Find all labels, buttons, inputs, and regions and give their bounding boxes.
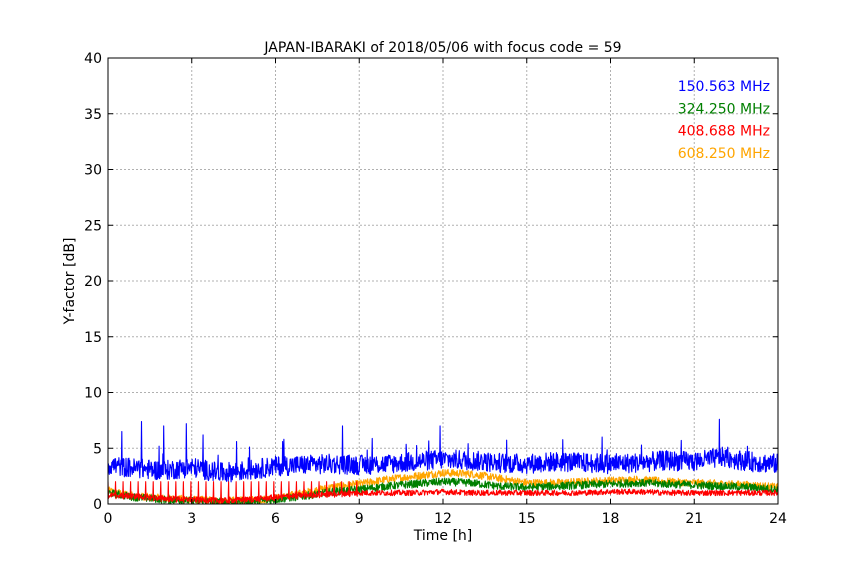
legend-entry: 408.688 MHz — [678, 124, 770, 140]
x-tick-label: 6 — [271, 511, 280, 527]
axis-ticks: 0 3 6 9 12 15 18 21 24 0 5 10 15 20 25 30 35 40 — [84, 51, 787, 527]
x-tick-label: 9 — [355, 511, 364, 527]
x-tick-label: 18 — [602, 511, 620, 527]
x-tick-label: 12 — [434, 511, 452, 527]
y-tick-label: 35 — [84, 107, 102, 123]
y-tick-label: 15 — [84, 330, 102, 346]
y-tick-label: 30 — [84, 163, 102, 179]
x-tick-label: 0 — [104, 511, 113, 527]
chart-title: JAPAN-IBARAKI of 2018/05/06 with focus c… — [263, 40, 621, 56]
x-tick-label: 3 — [187, 511, 196, 527]
legend-entry: 608.250 MHz — [678, 146, 770, 162]
x-tick-label: 15 — [518, 511, 536, 527]
y-tick-label: 40 — [84, 51, 102, 67]
y-tick-label: 20 — [84, 274, 102, 290]
x-tick-label: 24 — [769, 511, 787, 527]
plot-data — [108, 418, 778, 504]
x-tick-label: 21 — [685, 511, 703, 527]
y-tick-label: 25 — [84, 218, 102, 234]
series-line — [108, 418, 778, 483]
series-line — [108, 477, 778, 504]
y-tick-label: 0 — [93, 497, 102, 513]
legend: 150.563 MHz 324.250 MHz 408.688 MHz 608.250… — [678, 79, 770, 162]
legend-entry: 324.250 MHz — [678, 101, 770, 117]
legend-entry: 150.563 MHz — [678, 79, 770, 95]
y-tick-label: 5 — [93, 441, 102, 457]
series-line — [108, 481, 778, 504]
x-axis-label: Time [h] — [413, 528, 473, 544]
series-group — [108, 418, 778, 504]
y-axis-label: Y-factor [dB] — [62, 238, 78, 326]
y-tick-label: 10 — [84, 386, 102, 402]
